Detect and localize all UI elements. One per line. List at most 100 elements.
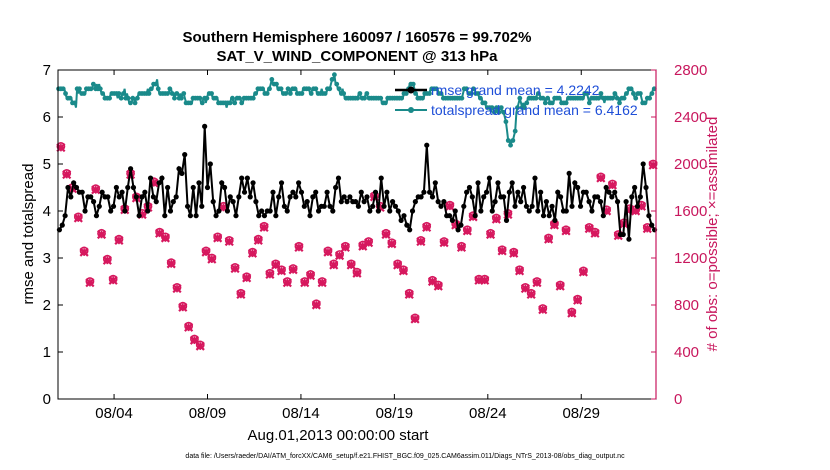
totalspread-point: [121, 91, 126, 96]
y-tick-label: 3: [43, 250, 51, 267]
y2-tick-label: 2800: [674, 62, 707, 79]
totalspread-point: [491, 109, 497, 115]
y-tick-label: 6: [43, 109, 51, 126]
rmse-point: [466, 184, 473, 191]
rmse-point: [330, 208, 336, 214]
rmse-point: [182, 152, 188, 158]
totalspread-point: [542, 100, 548, 106]
obs-assimilated-point: [259, 222, 269, 233]
obs-assimilated-point: [172, 283, 182, 294]
rmse-point: [438, 203, 444, 209]
y-tick-label: 7: [43, 62, 51, 79]
totalspread-point: [67, 95, 73, 101]
rmse-point: [372, 189, 379, 195]
obs-assimilated-point: [300, 278, 310, 288]
rmse-point: [364, 194, 370, 200]
totalspread-point: [512, 128, 518, 134]
obs-assimilated-point: [596, 173, 606, 183]
totalspread-point: [72, 100, 78, 106]
obs-assimilated-point: [352, 268, 362, 278]
obs-assimilated-point: [491, 214, 501, 224]
totalspread-point: [508, 142, 513, 148]
totalspread-point: [413, 91, 418, 96]
rmse-point: [589, 208, 595, 214]
totalspread-point: [118, 95, 124, 101]
rmse-point: [464, 189, 470, 195]
rmse-point: [59, 222, 65, 228]
obs-assimilated-point: [410, 314, 420, 324]
obs-assimilated-point: [236, 289, 246, 300]
totalspread-point: [146, 91, 152, 96]
rmse-point: [105, 194, 111, 200]
rmse-point: [555, 189, 561, 195]
totalspread-point: [334, 81, 340, 87]
rmse-point: [506, 189, 512, 195]
totalspread-point: [332, 72, 337, 78]
totalspread-series: [56, 72, 657, 148]
obs-assimilated-point: [288, 265, 298, 275]
totalspread-point: [637, 91, 643, 96]
totalspread-point: [503, 119, 509, 125]
rmse-point: [595, 194, 601, 200]
rmse-point: [452, 208, 458, 214]
rmse-point: [227, 194, 233, 200]
rmse-point: [367, 208, 373, 214]
rmse-point: [620, 231, 626, 238]
rmse-point: [344, 199, 350, 205]
rmse-point: [632, 184, 638, 191]
legend-spread-label: totalspread grand mean = 6.4162: [431, 102, 638, 118]
rmse-point: [71, 180, 77, 186]
obs-assimilated-point: [253, 235, 263, 245]
y-tick-label: 5: [43, 156, 51, 173]
rmse-point: [421, 189, 427, 195]
y2-tick-label: 800: [674, 297, 699, 314]
totalspread-point: [90, 81, 96, 87]
rmse-point: [315, 208, 322, 214]
totalspread-point: [260, 86, 265, 92]
totalspread-point: [232, 100, 238, 106]
rmse-point: [199, 203, 205, 209]
totalspread-point: [478, 95, 483, 101]
rmse-point: [230, 199, 236, 205]
totalspread-point: [197, 95, 203, 101]
totalspread-point: [253, 91, 258, 96]
rmse-point: [162, 213, 168, 219]
rmse-point: [310, 194, 316, 200]
totalspread-point: [97, 86, 103, 92]
rmse-point: [501, 194, 507, 200]
totalspread-point: [382, 100, 388, 106]
obs-assimilated-point: [538, 305, 548, 315]
rmse-point: [583, 189, 589, 195]
totalspread-point: [628, 86, 634, 92]
totalspread-point: [535, 91, 541, 96]
rmse-point: [241, 189, 248, 195]
totalspread-point: [188, 100, 194, 106]
totalspread-point: [116, 91, 122, 96]
rmse-point: [113, 184, 119, 191]
totalspread-point: [287, 91, 293, 96]
rmse-point: [219, 180, 225, 186]
totalspread-point: [517, 95, 523, 101]
totalspread-point: [515, 105, 520, 110]
obs-assimilated-point: [404, 289, 414, 300]
x-axis-label: Aug.01,2013 00:00:00 start: [248, 427, 430, 444]
obs-assimilated-point: [242, 273, 252, 283]
totalspread-point: [355, 95, 360, 101]
obs-assimilated-point: [207, 254, 217, 264]
obs-assimilated-point: [282, 278, 292, 288]
rmse-point: [649, 222, 655, 228]
rmse-point: [298, 189, 305, 195]
rmse-point: [458, 222, 464, 228]
totalspread-point: [357, 91, 363, 96]
rmse-point: [221, 184, 228, 191]
totalspread-point: [482, 100, 488, 106]
totalspread-point: [522, 105, 527, 110]
rmse-point: [147, 175, 154, 181]
obs-assimilated-point: [422, 222, 432, 233]
rmse-point: [270, 189, 276, 195]
rmse-point: [122, 208, 128, 214]
rmse-point: [378, 175, 384, 181]
rmse-point: [273, 213, 279, 219]
rmse-point: [449, 217, 455, 223]
